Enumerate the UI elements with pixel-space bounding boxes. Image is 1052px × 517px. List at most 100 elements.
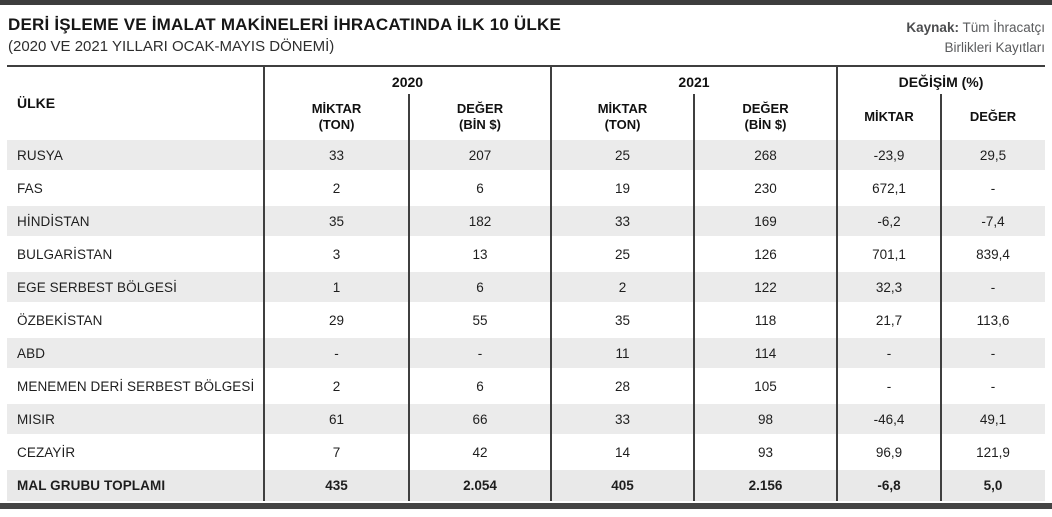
divider-2020-inner — [408, 94, 410, 501]
value-2020-deger: 182 — [468, 213, 492, 229]
table-top-rule — [7, 65, 1045, 67]
table-body: RUSYA 33 207 25 268 -23,9 29,5 FAS 2 6 1… — [7, 140, 1045, 501]
value-degisim-deger: - — [990, 279, 996, 295]
value-degisim-miktar: - — [886, 345, 892, 361]
value-2020-miktar: 29 — [328, 312, 345, 328]
value-degisim-miktar: 672,1 — [872, 180, 906, 196]
page-header: DERİ İŞLEME VE İMALAT MAKİNELERİ İHRACAT… — [0, 5, 1052, 65]
table-row: RUSYA 33 207 25 268 -23,9 29,5 — [7, 140, 1045, 170]
table-row: EGE SERBEST BÖLGESİ 1 6 2 122 32,3 - — [7, 272, 1045, 302]
value-2021-miktar: 11 — [615, 345, 630, 361]
value-degisim-miktar: -6,2 — [877, 213, 901, 229]
value-2020-miktar: 1 — [332, 279, 341, 295]
page-subtitle: (2020 VE 2021 YILLARI OCAK-MAYIS DÖNEMİ) — [8, 38, 335, 56]
source-note: Kaynak: Tüm İhracatçı Birlikleri Kayıtla… — [906, 18, 1045, 57]
value-2020-deger: 6 — [476, 378, 484, 394]
value-2020-miktar: 2 — [332, 378, 341, 394]
column-group-2021: 2021 MİKTAR (TON) DEĞER (BİN $) — [551, 65, 837, 140]
value-2021-deger: 230 — [754, 180, 777, 196]
value-degisim-miktar: -23,9 — [873, 147, 905, 163]
value-2021-deger: 118 — [754, 312, 777, 328]
value-degisim-miktar: 21,7 — [875, 312, 903, 328]
value-degisim-miktar: -46,4 — [873, 411, 905, 427]
title-block: DERİ İŞLEME VE İMALAT MAKİNELERİ İHRACAT… — [8, 14, 561, 57]
column-header-2020-deger: DEĞER (BİN $) — [456, 101, 504, 132]
value-2021-deger: 98 — [757, 411, 774, 427]
group-label-2020: 2020 — [391, 73, 424, 90]
value-2021-miktar: 33 — [614, 411, 631, 427]
table-row: MISIR 61 66 33 98 -46,4 49,1 — [7, 404, 1045, 434]
value-2021-miktar: 25 — [614, 147, 631, 163]
group-label-degisim: DEĞİŞİM (%) — [898, 73, 984, 90]
column-header-2020-miktar: MİKTAR (TON) — [311, 101, 362, 132]
value-degisim-miktar: 96,9 — [875, 444, 903, 460]
top-divider-bar — [0, 0, 1052, 5]
country-cell: FAS — [17, 180, 43, 196]
value-2021-miktar: 35 — [614, 312, 631, 328]
value-2021-miktar: 25 — [614, 246, 631, 262]
value-2020-deger: 42 — [472, 444, 488, 460]
value-2020-miktar: 7 — [332, 444, 341, 460]
value-2021-deger: 114 — [754, 345, 777, 361]
value-2020-miktar: 3 — [332, 246, 341, 262]
table-row: BULGARİSTAN 3 13 25 126 701,1 839,4 — [7, 239, 1045, 269]
value-2020-miktar: 2 — [332, 180, 341, 196]
value-2020-miktar: - — [334, 345, 339, 361]
country-cell: ABD — [17, 345, 46, 361]
value-2020-deger: 6 — [476, 279, 484, 295]
table-row: CEZAYİR 7 42 14 93 96,9 121,9 — [7, 437, 1045, 467]
column-header-degisim-deger: DEĞER — [969, 109, 1017, 125]
divider-2021-degisim — [836, 65, 838, 501]
value-degisim-deger: 121,9 — [976, 444, 1010, 460]
country-cell: MENEMEN DERİ SERBEST BÖLGESİ — [17, 378, 255, 394]
value-2021-miktar: 14 — [614, 444, 631, 460]
divider-country-2020 — [263, 65, 265, 501]
value-degisim-deger: 29,5 — [979, 147, 1007, 163]
value-2020-deger: - — [477, 345, 483, 361]
column-header-2021-miktar: MİKTAR (TON) — [597, 101, 648, 132]
column-header-degisim-miktar: MİKTAR — [864, 109, 914, 125]
value-2021-miktar: 28 — [614, 378, 631, 394]
value-2020-deger: 2.054 — [463, 478, 497, 493]
country-cell: RUSYA — [17, 147, 64, 163]
value-2021-deger: 2.156 — [748, 478, 783, 493]
value-2020-deger: 66 — [472, 411, 488, 427]
value-2021-deger: 122 — [754, 279, 777, 295]
source-label: Kaynak: — [906, 20, 959, 35]
table-row: MENEMEN DERİ SERBEST BÖLGESİ 2 6 28 105 … — [7, 371, 1045, 401]
column-header-2021-deger: DEĞER (BİN $) — [742, 101, 789, 132]
table-total-row: MAL GRUBU TOPLAMI 435 2.054 405 2.156 -6… — [7, 470, 1045, 501]
country-cell: MAL GRUBU TOPLAMI — [17, 478, 166, 493]
value-2021-miktar: 405 — [611, 478, 634, 493]
column-group-2020: 2020 MİKTAR (TON) DEĞER (BİN $) — [264, 65, 551, 140]
country-cell: ÖZBEKİSTAN — [17, 312, 103, 328]
value-degisim-deger: 113,6 — [976, 312, 1010, 328]
value-degisim-deger: 839,4 — [976, 246, 1010, 262]
value-2020-miktar: 61 — [328, 411, 345, 427]
value-2021-deger: 126 — [754, 246, 777, 262]
source-line-1: Kaynak: Tüm İhracatçı — [906, 18, 1045, 38]
column-group-degisim: DEĞİŞİM (%) MİKTAR DEĞER — [837, 65, 1045, 140]
value-2020-miktar: 33 — [328, 147, 345, 163]
country-cell: MISIR — [17, 411, 56, 427]
value-degisim-deger: 5,0 — [983, 478, 1003, 493]
value-2021-deger: 93 — [757, 444, 774, 460]
table-row: ABD - - 11 114 - - — [7, 338, 1045, 368]
value-2020-deger: 13 — [472, 246, 488, 262]
country-cell: EGE SERBEST BÖLGESİ — [17, 279, 177, 295]
value-degisim-miktar: -6,8 — [877, 478, 901, 493]
value-2020-deger: 6 — [476, 180, 484, 196]
value-2021-miktar: 33 — [614, 213, 631, 229]
value-2020-deger: 207 — [468, 147, 492, 163]
country-cell: CEZAYİR — [17, 444, 76, 460]
value-2020-miktar: 35 — [328, 213, 345, 229]
table-row: FAS 2 6 19 230 672,1 - — [7, 173, 1045, 203]
value-degisim-deger: - — [990, 378, 996, 394]
column-header-country: ÜLKE — [17, 94, 56, 111]
value-degisim-miktar: 701,1 — [872, 246, 906, 262]
value-2020-miktar: 435 — [325, 478, 348, 493]
export-table: ÜLKE 2020 MİKTAR (TON) DEĞER (BİN $) 2021 … — [7, 65, 1045, 501]
page-title: DERİ İŞLEME VE İMALAT MAKİNELERİ İHRACAT… — [8, 15, 562, 34]
value-2021-miktar: 2 — [618, 279, 627, 295]
country-cell: HİNDİSTAN — [17, 213, 90, 229]
